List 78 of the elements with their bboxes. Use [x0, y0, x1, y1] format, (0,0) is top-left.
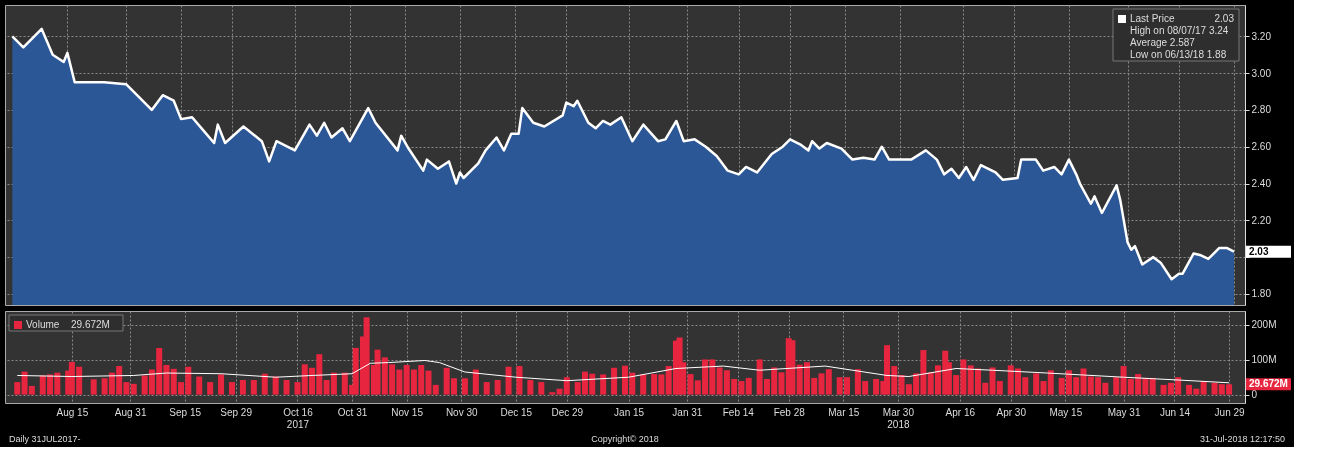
y-tick-label: 3.00: [1251, 67, 1272, 79]
bar: [1149, 377, 1156, 395]
line-series: [16, 359, 1230, 384]
text: Copyright© 2018: [591, 434, 659, 444]
x-tick-label: Aug 15: [56, 406, 89, 418]
bar: [1047, 370, 1054, 395]
x-tick-label: Nov 30: [445, 406, 479, 418]
x-tick-label: Oct 31: [337, 406, 368, 418]
y-tick-label: 100M: [1251, 354, 1277, 366]
annotation: High on 08/07/17 3.24: [1130, 25, 1229, 36]
bar: [745, 377, 752, 395]
y-tick-label: 200M: [1251, 319, 1277, 331]
bar: [294, 382, 301, 395]
bar: [196, 376, 203, 395]
bar: [611, 367, 618, 395]
bar: [261, 373, 268, 395]
annotation: Average 2.587: [1130, 37, 1196, 48]
legend-label: Volume: [26, 319, 60, 330]
bar: [130, 383, 137, 395]
x-tick-label: Feb 28: [773, 406, 806, 418]
bar: [14, 382, 21, 395]
bar: [432, 384, 439, 395]
bar: [640, 374, 647, 395]
annotation: 2.03: [1214, 13, 1235, 24]
bar: [483, 382, 490, 395]
x-tick-label: Mar 30 2018: [882, 406, 915, 430]
x-tick-label: Apr 30: [996, 406, 1027, 418]
x-tick-label: Aug 31: [114, 406, 147, 418]
bar: [516, 366, 523, 395]
bar: [600, 374, 607, 395]
text: 31-Jul-2018 12:17:50: [1199, 434, 1285, 444]
bar: [218, 374, 225, 395]
y-tick-label: 0: [1251, 389, 1258, 401]
x-tick-label: Jun 14: [1159, 406, 1191, 418]
bar: [494, 380, 501, 395]
annotation: 2.03: [1249, 245, 1269, 257]
x-tick-label: May 15: [1049, 406, 1083, 418]
bar: [239, 380, 246, 395]
x-tick-label: Feb 14: [722, 406, 755, 418]
bar: [90, 379, 97, 395]
y-tick-label: 1.80: [1251, 288, 1272, 300]
annotation: 29.672M: [71, 319, 110, 330]
bar: [538, 382, 545, 395]
x-tick-label: Nov 15: [391, 406, 424, 418]
x-tick-label: Jun 29: [1214, 406, 1246, 418]
y-tick-label: 2.20: [1251, 214, 1272, 226]
x-tick-label: May 31: [1107, 406, 1141, 418]
bar: [283, 380, 290, 395]
bar: [563, 377, 570, 395]
bar: [527, 380, 534, 395]
x-tick-label: Dec 29: [551, 406, 584, 418]
y-tick-label: 2.40: [1251, 178, 1272, 190]
text: Daily 31JUL2017-: [9, 434, 81, 444]
bar: [1113, 377, 1120, 395]
y-tick-label: 3.20: [1251, 30, 1272, 42]
x-tick-label: Mar 15: [828, 406, 860, 418]
y-tick-label: 2.60: [1251, 141, 1272, 153]
x-tick-label: Jan 31: [672, 406, 703, 418]
bar: [228, 382, 235, 395]
bar: [873, 378, 880, 395]
bar: [461, 378, 468, 395]
x-tick-label: Sep 29: [220, 406, 253, 418]
y-tick-label: 2.80: [1251, 104, 1272, 116]
bar: [472, 369, 479, 395]
legend-label: Last Price: [1130, 13, 1175, 24]
x-tick-label: Dec 15: [500, 406, 533, 418]
bar: [789, 340, 796, 395]
x-tick-label: Apr 16: [945, 406, 976, 418]
bar: [272, 376, 279, 395]
bar: [250, 380, 257, 395]
bar: [1200, 381, 1207, 395]
x-tick-label: Sep 15: [169, 406, 202, 418]
x-tick-label: Oct 16 2017: [283, 406, 314, 430]
x-tick-label: Jan 15: [614, 406, 645, 418]
annotation: Low on 06/13/18 1.88: [1130, 49, 1227, 60]
annotation: 29.672M: [1249, 378, 1288, 390]
bar: [207, 382, 214, 395]
bar: [505, 366, 512, 395]
